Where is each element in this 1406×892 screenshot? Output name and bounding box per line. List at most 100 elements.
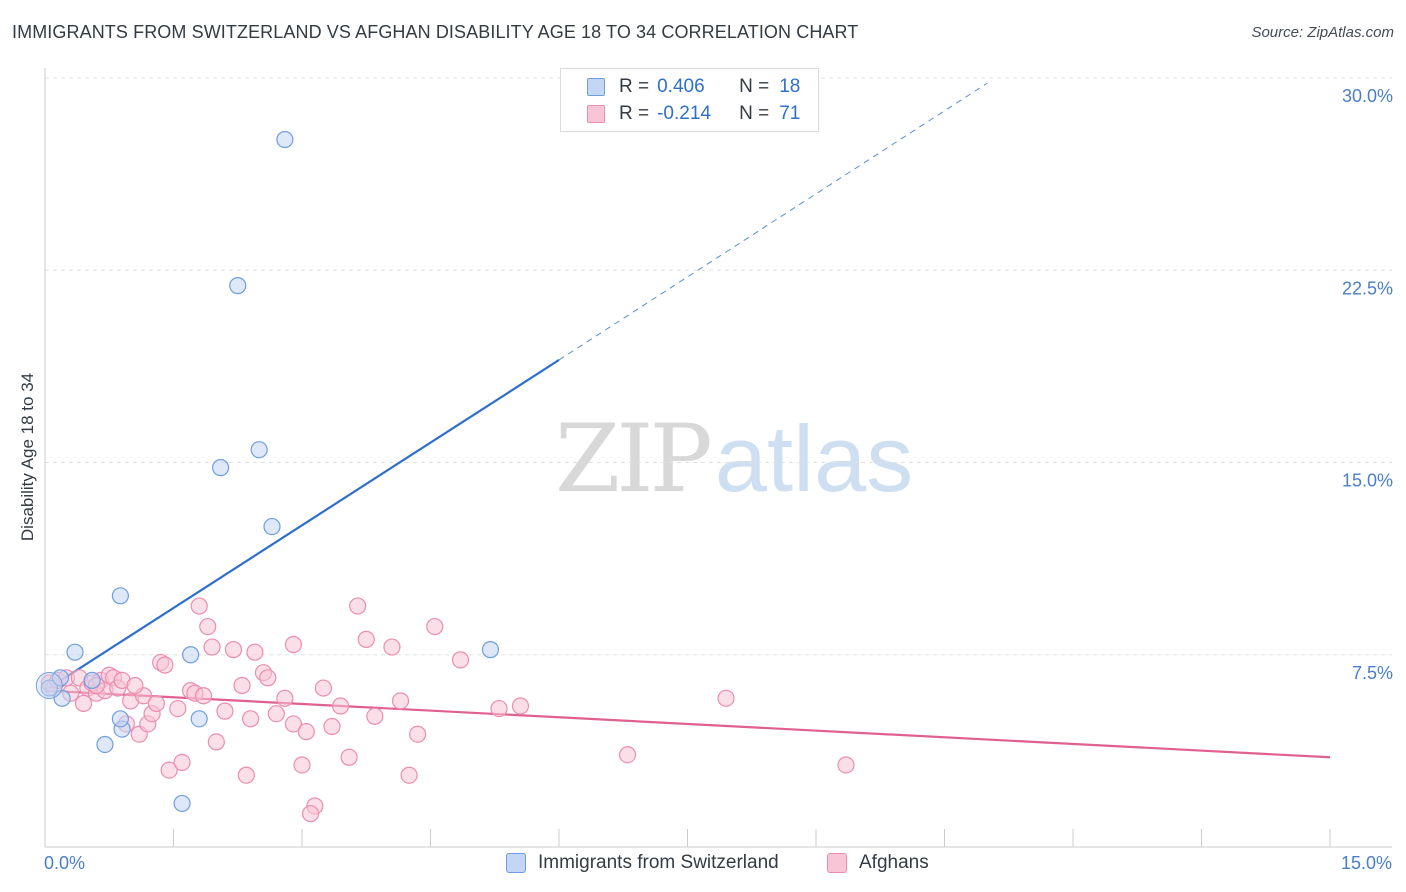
x-tick-label: 15.0% [1341, 853, 1392, 873]
switzerland-point [35, 672, 63, 700]
afghans-point [267, 705, 285, 723]
legend-row-afghans: R = -0.214 N = 71 [587, 102, 800, 126]
afghans-point [391, 692, 410, 710]
legend-n-value: 18 [779, 76, 801, 97]
legend-r-value: -0.214 [657, 103, 711, 124]
afghans-point [259, 669, 277, 687]
series-legend: Immigrants from Switzerland Afghans [0, 852, 1406, 878]
switzerland-point [276, 130, 294, 149]
watermark-zip: ZIP [555, 405, 713, 514]
switzerland-point [229, 277, 247, 295]
afghans-point [297, 723, 315, 741]
switzerland-point [250, 441, 268, 459]
switzerland-point [40, 679, 58, 697]
afghans-point [301, 805, 320, 823]
afghans-point [349, 597, 367, 615]
watermark: ZIPatlas [555, 405, 913, 514]
afghans-point [216, 702, 234, 720]
switzerland-point [212, 459, 230, 477]
source-label: Source: ZipAtlas.com [1251, 24, 1394, 41]
afghans-point [190, 597, 208, 615]
afghans-point [242, 710, 260, 728]
afghans-point [156, 656, 174, 674]
y-tick-label: 30.0% [1342, 86, 1393, 106]
switzerland-point [481, 641, 500, 659]
afghans-point [126, 676, 144, 695]
afghans-point [160, 761, 178, 779]
afghans-point [276, 689, 294, 707]
axes [44, 68, 1392, 848]
switzerland-point [66, 643, 84, 661]
afghans-point [246, 643, 264, 661]
legend-r-value: 0.406 [657, 76, 705, 97]
afghans-point [323, 717, 341, 736]
series-swatch-switzerland [506, 853, 526, 873]
watermark-atlas: atlas [714, 406, 914, 511]
legend-row-switzerland: R = 0.406 N = 18 [587, 75, 800, 99]
switzerland-trend-extension [558, 82, 988, 361]
switzerland-point [190, 710, 208, 728]
afghans-point [511, 697, 530, 715]
legend-n-label: N = [739, 76, 770, 97]
y-tick-label: 22.5% [1342, 278, 1393, 298]
afghans-point [147, 694, 165, 713]
series-swatch-afghans [827, 853, 847, 873]
afghans-point [233, 676, 251, 695]
legend-r-label: R = [619, 76, 650, 97]
legend-swatch-afghans [587, 105, 605, 123]
series-label-switzerland: Immigrants from Switzerland [538, 852, 779, 873]
afghans-point [837, 756, 855, 774]
afghans-point [383, 638, 401, 656]
switzerland-point [83, 671, 101, 689]
switzerland-point [173, 794, 191, 813]
grid-lines [45, 77, 1392, 656]
afghans-point [331, 697, 350, 715]
legend-r-label: R = [619, 103, 650, 124]
data-points [35, 130, 855, 823]
switzerland-point [53, 689, 71, 707]
afghans-point [284, 635, 303, 654]
afghans-point [224, 641, 243, 659]
series-legend-afghans: Afghans [827, 852, 929, 874]
afghans-point [173, 753, 191, 772]
series-label-afghans: Afghans [859, 852, 929, 873]
afghans-point [203, 638, 221, 656]
afghans-point [74, 694, 93, 713]
correlation-legend: R = 0.406 N = 18 R = -0.214 N = 71 [560, 68, 819, 132]
tick-labels: 7.5% 15.0% 22.5% 30.0% 0.0% 15.0% [44, 86, 1393, 873]
legend-n-value: 71 [779, 103, 801, 124]
switzerland-point [96, 735, 114, 754]
trend-lines [44, 82, 1331, 759]
afghans-point [400, 766, 418, 784]
y-tick-label: 7.5% [1352, 663, 1393, 683]
afghans-point [451, 651, 470, 669]
afghans-point [284, 715, 303, 733]
switzerland-point [111, 710, 129, 728]
chart-title: IMMIGRANTS FROM SWITZERLAND VS AFGHAN DI… [12, 22, 859, 42]
afghans-point [194, 687, 213, 705]
x-tick-label: 0.0% [44, 853, 85, 873]
afghans-point [357, 630, 375, 648]
series-legend-switzerland: Immigrants from Switzerland [506, 852, 779, 874]
legend-swatch-switzerland [587, 78, 605, 96]
switzerland-point [182, 646, 200, 664]
afghans-point [409, 725, 427, 743]
afghans-trend-line [44, 689, 1331, 759]
afghans-point [426, 617, 444, 636]
afghans-point [618, 746, 637, 764]
switzerland-point [111, 587, 129, 605]
afghans-point [366, 707, 384, 725]
legend-n-label: N = [739, 103, 770, 124]
switzerland-point [51, 669, 70, 687]
switzerland-point [263, 517, 281, 536]
afghans-point [199, 617, 217, 636]
y-tick-label: 15.0% [1342, 471, 1393, 491]
afghans-point [293, 756, 311, 774]
afghans-point [237, 766, 255, 784]
switzerland-trend-line [44, 359, 560, 692]
afghans-point [207, 733, 225, 751]
afghans-point [169, 699, 187, 718]
afghans-point [490, 699, 508, 718]
afghans-point [717, 689, 735, 707]
